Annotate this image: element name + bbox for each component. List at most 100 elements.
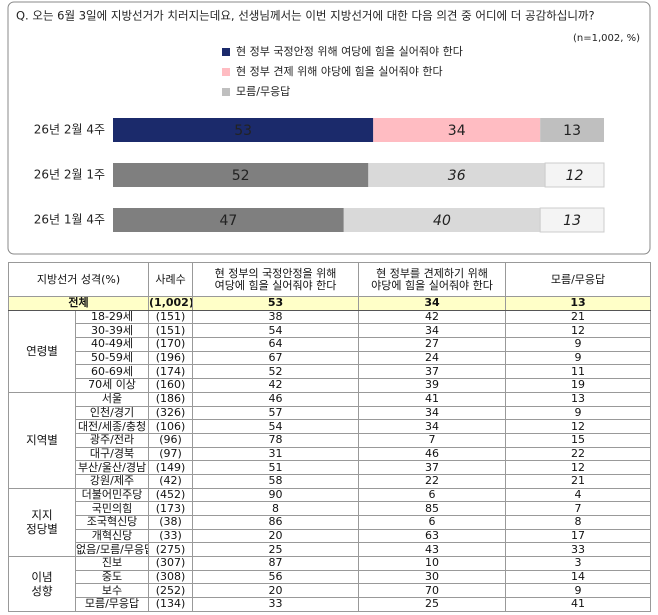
- data-cell: 78: [192, 432, 360, 448]
- data-cell: 6: [358, 515, 507, 530]
- data-row: 조국혁신당 (38) 86 6 8: [9, 515, 652, 530]
- data-cell: 11: [505, 364, 652, 380]
- cell-line: 여당에 힘을 실어줘야 한다: [214, 278, 337, 292]
- data-cell: 22: [358, 473, 507, 489]
- group-label: 지지 정당별: [8, 487, 76, 558]
- total-cell: 53: [192, 296, 360, 311]
- data-cell: 42: [358, 309, 507, 325]
- data-cell: (173): [148, 501, 194, 516]
- bar-segment: [113, 163, 369, 187]
- data-cell: 대전/세종/충청: [74, 419, 150, 434]
- data-cell: 12: [505, 419, 652, 434]
- data-cell: (42): [148, 473, 194, 489]
- data-cell: 64: [192, 337, 360, 352]
- data-cell: (151): [148, 323, 194, 339]
- cell-line: 지방선거 성격(%): [36, 272, 121, 286]
- data-cell: 인천/경기: [74, 405, 150, 421]
- data-row: 30-39세 (151) 54 34 12: [9, 323, 652, 339]
- data-cell: 54: [192, 419, 360, 434]
- data-cell: 개혁신당: [74, 528, 150, 544]
- results-table: 지방선거 성격(%) 사례수 현 정부의 국정안정을 위해 여당에 힘을 실어줘야 한…: [7, 262, 652, 612]
- data-row: 지역별 서울 (186) 46 41 13: [8, 391, 652, 489]
- bar-value: 52: [232, 168, 250, 184]
- header-row: 지방선거 성격(%) 사례수 현 정부의 국정안정을 위해 여당에 힘을 실어줘야 한…: [7, 262, 652, 297]
- data-row: 연령별 18-29세 (151) 38 42 21: [8, 309, 652, 393]
- data-cell: 조국혁신당: [74, 515, 150, 530]
- data-cell: (275): [148, 542, 194, 558]
- data-cell: 38: [192, 309, 360, 325]
- data-cell: 9: [505, 405, 652, 421]
- data-cell: 14: [505, 569, 652, 585]
- data-cell: 52: [192, 364, 360, 380]
- total-cell: (1,002): [148, 296, 194, 311]
- data-cell: 39: [358, 378, 507, 393]
- data-cell: 9: [505, 337, 652, 352]
- cell-line: 정당별: [26, 522, 58, 537]
- data-cell: 43: [358, 542, 507, 558]
- header-cell: 사례수: [148, 262, 194, 297]
- data-row: 개혁신당 (33) 20 63 17: [9, 528, 652, 544]
- data-row: 50-59세 (196) 67 24 9: [9, 350, 652, 366]
- bar-segment: [373, 118, 541, 142]
- group-label: 지역별: [8, 391, 76, 489]
- data-cell: 54: [192, 323, 360, 339]
- data-cell: 33: [505, 542, 652, 558]
- bar-value: 13: [563, 123, 581, 139]
- cell-line: 지역별: [26, 433, 58, 448]
- data-cell: (134): [148, 597, 194, 612]
- bar-value: 13: [563, 213, 581, 229]
- data-row: 대구/경북 (97) 31 46 22: [9, 446, 652, 462]
- data-cell: (186): [148, 391, 194, 407]
- data-cell: 3: [505, 556, 652, 571]
- legend-swatch: [222, 48, 230, 56]
- data-cell: 87: [192, 556, 360, 571]
- bar-segment: [540, 118, 604, 142]
- header-cell: 현 정부의 국정안정을 위해 여당에 힘을 실어줘야 한다: [192, 262, 360, 297]
- data-cell: (174): [148, 364, 194, 380]
- data-cell: 20: [192, 583, 360, 599]
- chart: Q. 오는 6월 3일에 지방선거가 치러지는데요, 선생님께서는 이번 지방선…: [7, 1, 651, 255]
- data-cell: 진보: [74, 556, 150, 571]
- data-cell: 서울: [74, 391, 150, 407]
- chart-title: Q. 오는 6월 3일에 지방선거가 치러지는데요, 선생님께서는 이번 지방선…: [16, 9, 595, 23]
- data-row: 70세 이상 (160) 42 39 19: [9, 378, 652, 393]
- category-label: 26년 2월 1주: [34, 168, 105, 182]
- data-cell: 86: [192, 515, 360, 530]
- bar-segment: [368, 163, 546, 187]
- data-cell: 7: [505, 501, 652, 516]
- data-cell: (33): [148, 528, 194, 544]
- data-cell: 63: [358, 528, 507, 544]
- data-cell: 13: [505, 391, 652, 407]
- data-cell: 없음/모름/무응답: [74, 542, 150, 558]
- data-row: 없음/모름/무응답 (275) 25 43 33: [9, 542, 652, 558]
- header-cell: 현 정부를 견제하기 위해 야당에 힘을 실어줘야 한다: [358, 262, 507, 297]
- category-label: 26년 2월 4주: [34, 123, 105, 137]
- bar-segment: [113, 118, 374, 142]
- data-cell: 70세 이상: [74, 378, 150, 393]
- legend-label: 현 정부 견제 위해 야당에 힘을 실어줘야 한다: [236, 64, 443, 78]
- data-row: 국민의힘 (173) 8 85 7: [9, 501, 652, 516]
- data-row: 60-69세 (174) 52 37 11: [9, 364, 652, 380]
- data-cell: 85: [358, 501, 507, 516]
- data-cell: 37: [358, 460, 507, 475]
- bar-value: 34: [448, 123, 466, 139]
- data-cell: 19: [505, 378, 652, 393]
- cell-line: 모름/무응답: [550, 272, 606, 286]
- data-cell: 56: [192, 569, 360, 585]
- legend-swatch: [222, 68, 230, 76]
- bar-segment: [539, 207, 605, 233]
- data-cell: (308): [148, 569, 194, 585]
- data-cell: 24: [358, 350, 507, 366]
- data-cell: 모름/무응답: [74, 597, 150, 612]
- data-cell: 부산/울산/경남: [74, 460, 150, 475]
- data-cell: (38): [148, 515, 194, 530]
- data-cell: 70: [358, 583, 507, 599]
- data-cell: 9: [505, 350, 652, 366]
- data-cell: (252): [148, 583, 194, 599]
- data-cell: (160): [148, 378, 194, 393]
- total-row: 전체 (1,002) 53 34 13: [7, 296, 652, 311]
- bar-value: 47: [219, 213, 237, 229]
- data-cell: (452): [148, 487, 194, 503]
- data-cell: 40-49세: [74, 337, 150, 352]
- data-cell: 4: [505, 487, 652, 503]
